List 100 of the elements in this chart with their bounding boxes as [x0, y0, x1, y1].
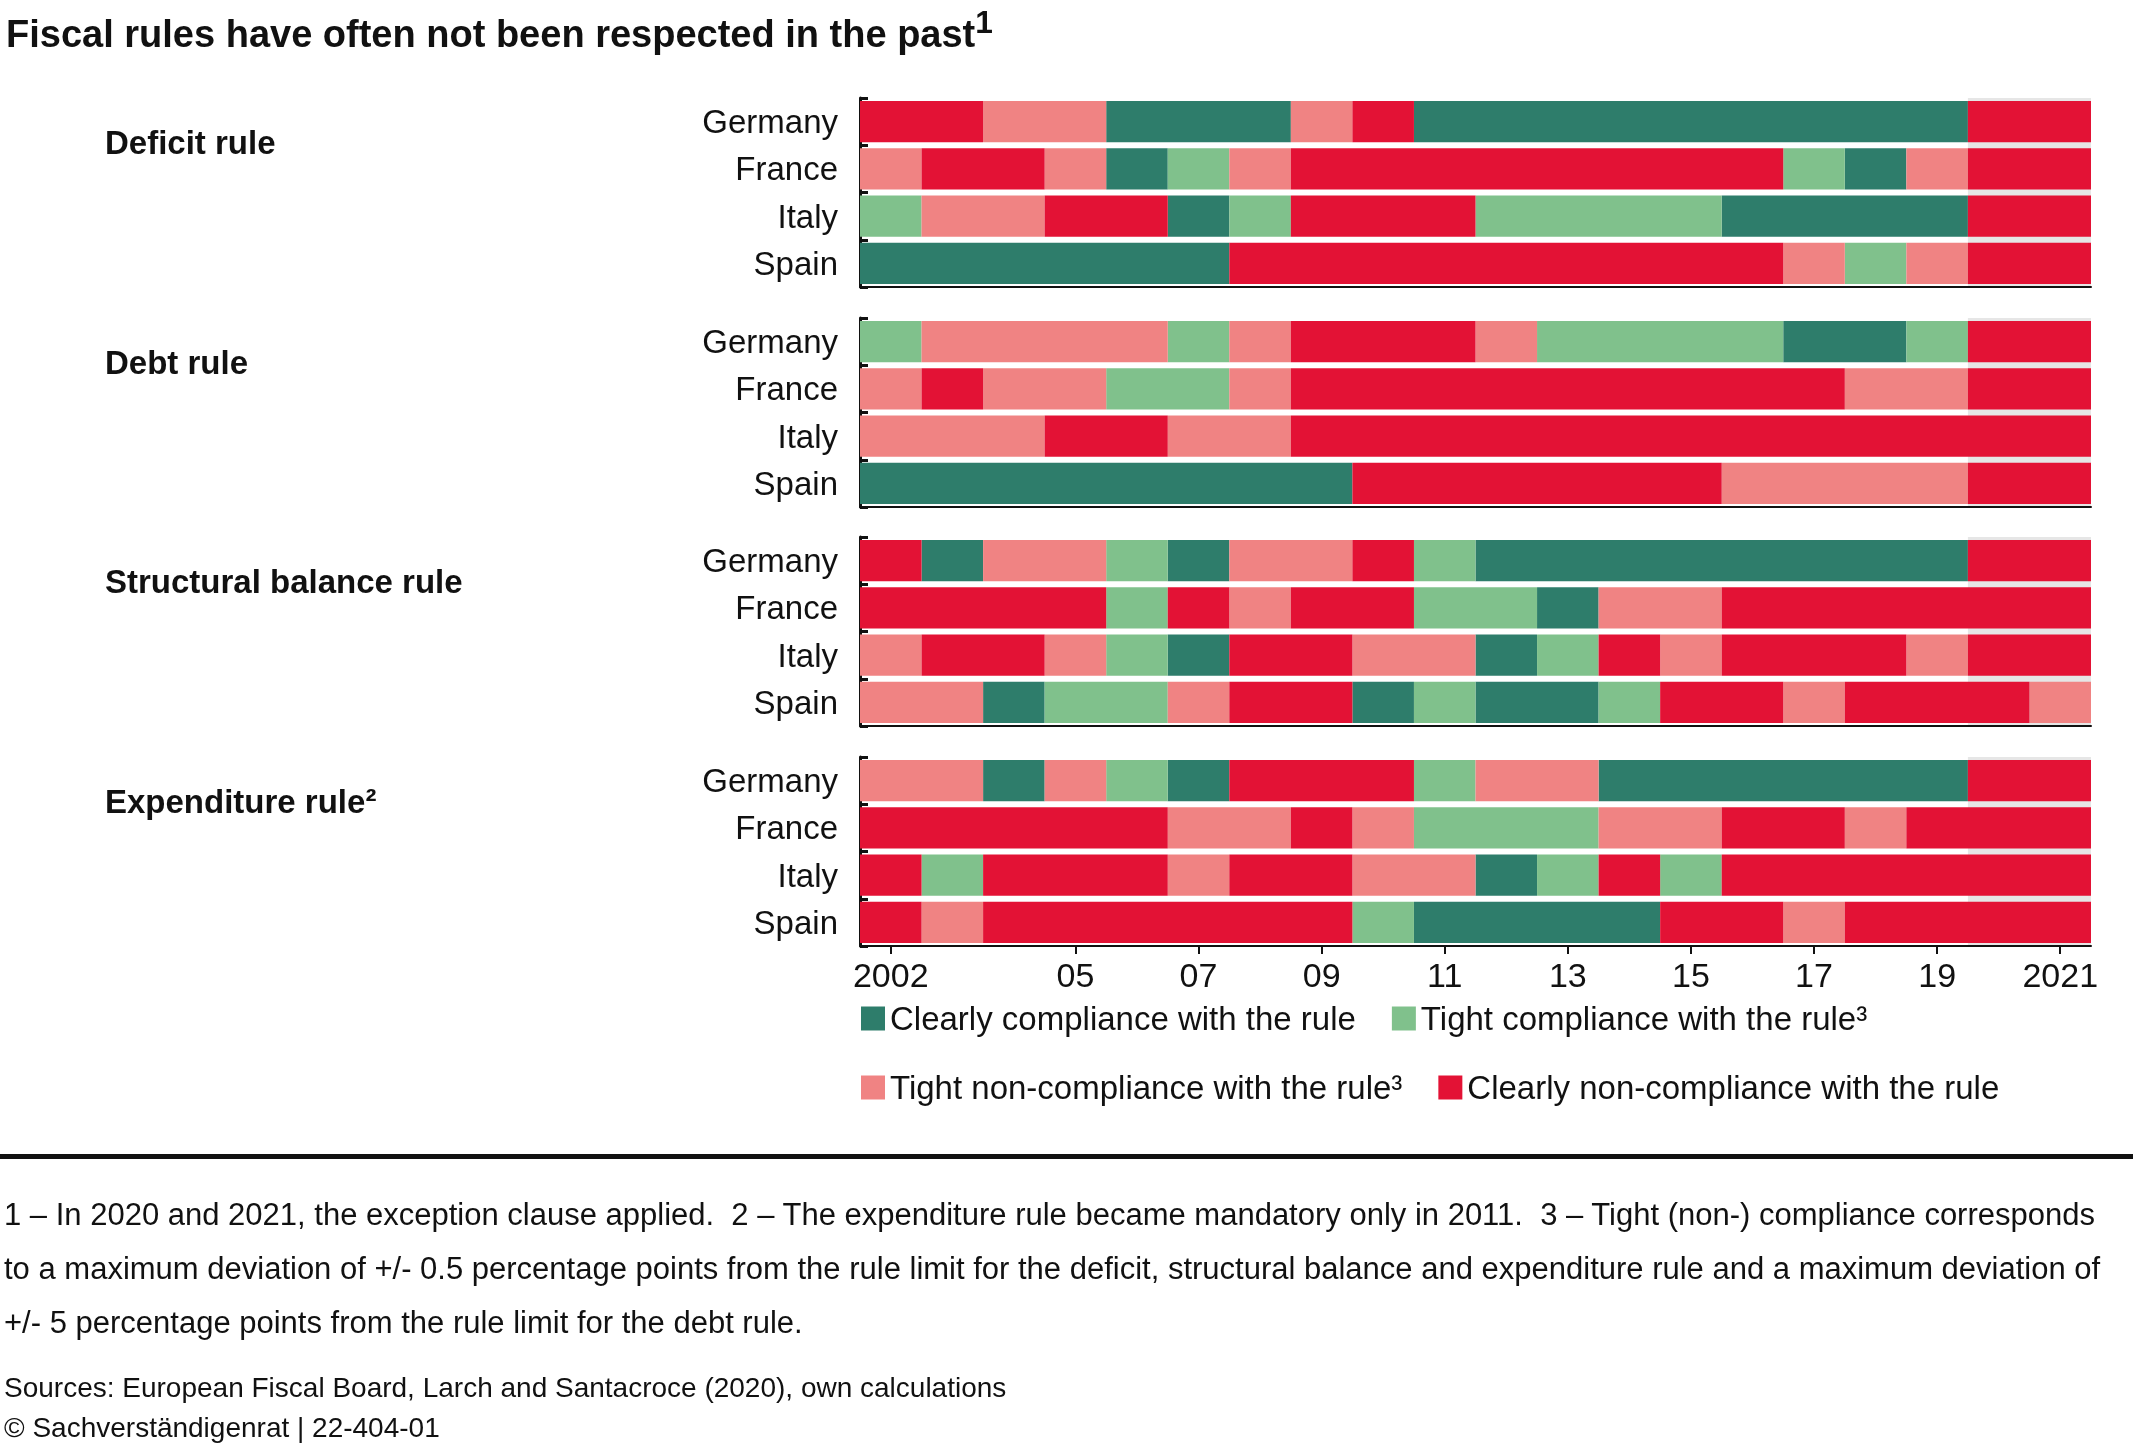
- bar: [1352, 854, 1476, 896]
- x-tick-label: 17: [1795, 955, 1833, 994]
- bar: [1475, 195, 1722, 237]
- bar: [1475, 540, 1968, 582]
- bar: [860, 540, 922, 582]
- bar: [1044, 415, 1168, 457]
- bar: [1106, 101, 1291, 143]
- bar: [860, 415, 1045, 457]
- bar: [1598, 759, 1968, 801]
- bar: [1167, 195, 1230, 237]
- bar: [1229, 681, 1353, 723]
- bar: [1352, 634, 1476, 676]
- text: to a maximum deviation of +/- 0.5 percentage points from the rule limit for the deficit, structural balance and expenditure rule and a maximum deviation of +/- 5 percentage points from the rule limit for the debt rule.: [4, 1251, 2101, 1340]
- bar: [1229, 587, 1291, 629]
- bar: [1290, 148, 1784, 190]
- bar: [1352, 540, 1414, 582]
- bar: [1167, 806, 1291, 848]
- bar: [1352, 462, 1722, 504]
- bar: [1967, 462, 2091, 504]
- bar: [983, 540, 1107, 582]
- y-tick-label: Italy: [777, 417, 839, 455]
- bar: [1783, 901, 1845, 943]
- bar: [1475, 681, 1599, 723]
- y-axis-title: Debt rule: [105, 343, 249, 380]
- bar: [1906, 148, 1968, 190]
- bar: [1229, 320, 1291, 362]
- bar: [1044, 195, 1168, 237]
- bar: [1660, 634, 1722, 676]
- bar: [921, 367, 984, 409]
- bar: [1967, 759, 2091, 801]
- bar: [1167, 320, 1230, 362]
- bar: [1537, 634, 1599, 676]
- bar: [1967, 242, 2091, 284]
- bar: [1967, 101, 2091, 143]
- x-tick-label: 15: [1672, 955, 1710, 994]
- bar: [1167, 415, 1291, 457]
- bar: [1721, 634, 1907, 676]
- bar: [1044, 634, 1107, 676]
- bar: [1229, 634, 1353, 676]
- bar: [860, 634, 922, 676]
- bar: [1290, 320, 1476, 362]
- y-tick-label: Germany: [702, 322, 839, 360]
- bar: [860, 759, 984, 801]
- bar: [1106, 367, 1230, 409]
- bar: [1721, 195, 1968, 237]
- bar: [1598, 681, 1661, 723]
- bar: [1660, 901, 1784, 943]
- bar: [860, 901, 922, 943]
- bar: [1290, 587, 1414, 629]
- bar: [1660, 681, 1784, 723]
- x-tick-label: 19: [1918, 955, 1957, 994]
- bar: [983, 101, 1107, 143]
- bar: [860, 101, 984, 143]
- y-tick-label: France: [735, 150, 838, 188]
- bar: [1167, 854, 1230, 896]
- bar: [1290, 101, 1353, 143]
- y-tick-label: France: [735, 589, 838, 627]
- legend-label: Tight non-compliance with the rule³: [890, 1068, 1403, 1106]
- bar: [1167, 681, 1230, 723]
- bar: [1783, 242, 1845, 284]
- bar: [1967, 320, 2091, 362]
- bar: [1844, 681, 2030, 723]
- bar: [1660, 854, 1722, 896]
- y-axis-title: Structural balance rule: [105, 562, 463, 600]
- bar: [1229, 854, 1353, 896]
- y-tick-label: France: [735, 808, 838, 846]
- bar: [1413, 540, 1476, 582]
- bar: [921, 148, 1045, 190]
- bar: [1906, 634, 1968, 676]
- bar: [921, 901, 984, 943]
- bar: [1967, 367, 2091, 409]
- bar: [1229, 148, 1291, 190]
- y-axis-title: Deficit rule: [105, 123, 276, 161]
- x-tick-label: 2002: [852, 955, 929, 994]
- bar: [1044, 681, 1168, 723]
- bar: [1783, 681, 1845, 723]
- bar: [1844, 242, 1907, 284]
- bar: [1167, 634, 1230, 676]
- bar: [1598, 806, 1722, 848]
- bar: [1167, 587, 1230, 629]
- bar: [1906, 242, 1968, 284]
- bar: [1475, 854, 1538, 896]
- bar: [860, 681, 984, 723]
- bar: [983, 367, 1107, 409]
- bar: [1844, 901, 2091, 943]
- bar: [1044, 759, 1107, 801]
- bar: [983, 901, 1353, 943]
- legend-label: Clearly non-compliance with the rule: [1467, 1068, 2000, 1106]
- bar: [1106, 759, 1168, 801]
- bar: [983, 854, 1168, 896]
- bar: [1413, 901, 1661, 943]
- x-tick-label: 05: [1056, 955, 1095, 994]
- bar: [1106, 634, 1168, 676]
- bar: [1967, 195, 2091, 237]
- bar: [1352, 681, 1414, 723]
- x-tick-label: 09: [1302, 955, 1341, 994]
- bar: [860, 806, 1168, 848]
- bar: [1413, 681, 1476, 723]
- bar: [983, 681, 1045, 723]
- bar: [1229, 540, 1353, 582]
